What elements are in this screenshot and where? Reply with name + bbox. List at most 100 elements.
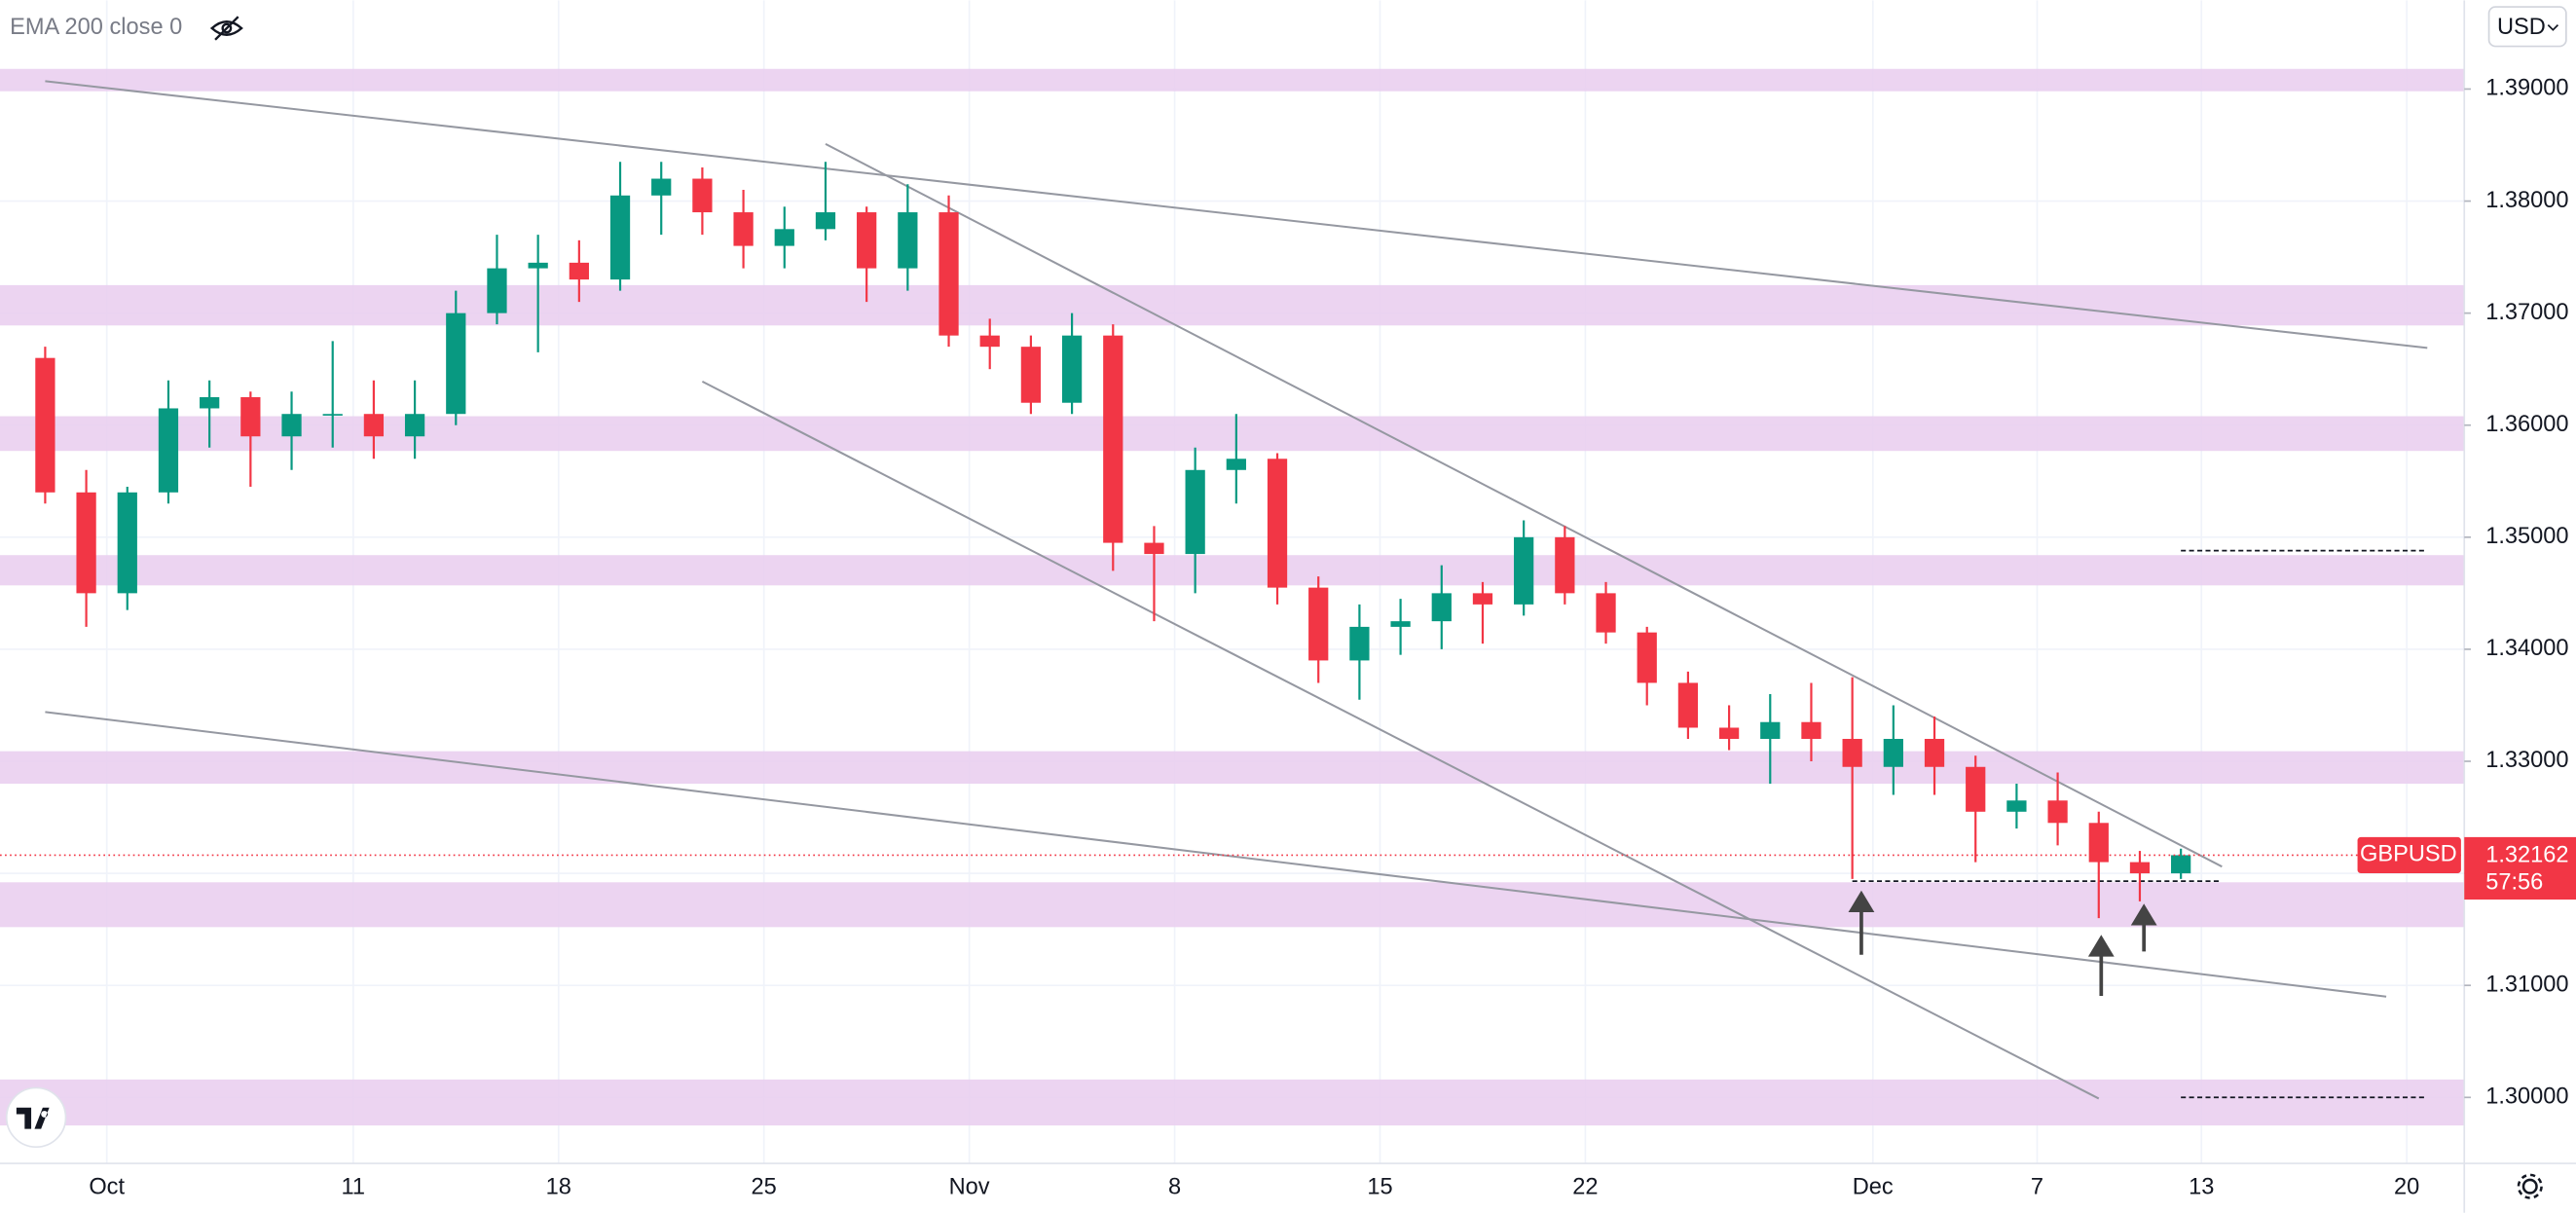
zone bbox=[0, 284, 2465, 326]
candle-body bbox=[240, 396, 261, 437]
price-label: 1.32162 bbox=[2485, 843, 2568, 868]
candle-body bbox=[446, 312, 466, 415]
candle-body bbox=[1308, 587, 1329, 661]
dropdown-caret bbox=[2547, 24, 2559, 31]
candle-body bbox=[1555, 536, 1575, 594]
candle-body bbox=[1103, 335, 1123, 543]
candle-body bbox=[1226, 459, 1246, 470]
candle-body bbox=[1760, 721, 1781, 739]
candle-body bbox=[1966, 766, 1986, 812]
x-tick-label: 13 bbox=[2189, 1175, 2214, 1200]
candle-body bbox=[1718, 727, 1740, 739]
candle-body bbox=[1677, 682, 1699, 728]
candle-body bbox=[1390, 621, 1411, 627]
x-tick-label: 11 bbox=[342, 1175, 366, 1200]
candle-body bbox=[487, 268, 507, 313]
candle-body bbox=[2006, 800, 2027, 812]
indicator-label[interactable]: EMA 200 close 0 bbox=[10, 15, 182, 40]
settings-button[interactable] bbox=[2517, 1173, 2543, 1199]
candle-body bbox=[158, 408, 179, 493]
candles-layer bbox=[35, 162, 2191, 919]
candle-body bbox=[35, 357, 55, 493]
candle-body bbox=[1596, 593, 1616, 633]
y-tick-label: 1.35000 bbox=[2485, 524, 2568, 549]
candle-body bbox=[1349, 626, 1370, 661]
candle-body bbox=[1637, 632, 1657, 683]
candle-body bbox=[1431, 593, 1452, 622]
y-tick-label: 1.31000 bbox=[2485, 972, 2568, 997]
candle-body bbox=[857, 212, 877, 269]
x-tick-label: 18 bbox=[546, 1175, 571, 1200]
x-tick-label: Oct bbox=[89, 1175, 125, 1200]
x-tick-label: 22 bbox=[1572, 1175, 1598, 1200]
zone bbox=[0, 68, 2465, 92]
candle-body bbox=[1924, 738, 1945, 767]
pupil bbox=[221, 22, 233, 34]
price-badge bbox=[2464, 836, 2576, 901]
zone bbox=[0, 555, 2465, 586]
x-tick-label: 20 bbox=[2394, 1175, 2419, 1200]
gear-center bbox=[2521, 1178, 2538, 1195]
candle-body bbox=[938, 212, 959, 336]
candle-body bbox=[200, 396, 220, 409]
candle-body bbox=[363, 414, 385, 437]
candle-body bbox=[2088, 823, 2109, 863]
gear-teeth bbox=[2517, 1173, 2543, 1199]
drawings-layer bbox=[45, 80, 2428, 1100]
logo-button[interactable] bbox=[5, 1086, 67, 1149]
y-tick-label: 1.30000 bbox=[2485, 1084, 2568, 1110]
zone bbox=[0, 882, 2465, 928]
candle-body bbox=[281, 414, 302, 437]
y-tick-label: 1.37000 bbox=[2485, 300, 2568, 325]
candle-body bbox=[117, 492, 137, 594]
candle-body bbox=[898, 212, 918, 269]
candle-body bbox=[2047, 800, 2068, 824]
arrow-head bbox=[2087, 935, 2115, 957]
candle-body bbox=[733, 212, 754, 246]
candle-body bbox=[1267, 459, 1288, 588]
symbol-badge bbox=[2357, 836, 2461, 874]
candle-body bbox=[609, 195, 631, 280]
candle-body bbox=[774, 229, 794, 246]
axis-layer: 1.300001.310001.320001.330001.340001.350… bbox=[89, 76, 2576, 1200]
candle-body bbox=[76, 492, 96, 594]
x-tick-label: 8 bbox=[1168, 1175, 1181, 1200]
candle-body bbox=[2171, 855, 2191, 874]
logo bbox=[16, 1107, 50, 1129]
arrows bbox=[1848, 890, 2157, 996]
candle-body bbox=[979, 335, 1000, 348]
symbol-label: GBPUSD bbox=[2360, 842, 2457, 867]
candle-body bbox=[1020, 347, 1042, 403]
candle-body bbox=[1185, 469, 1205, 555]
candle-body bbox=[1144, 542, 1164, 555]
y-tick-label: 1.36000 bbox=[2485, 412, 2568, 437]
candle-body bbox=[322, 414, 343, 416]
trendline bbox=[701, 380, 2100, 1100]
x-tick-label: Dec bbox=[1853, 1175, 1894, 1200]
arrow-head bbox=[2130, 903, 2157, 926]
trendline bbox=[45, 711, 2387, 998]
hide-icon[interactable] bbox=[209, 16, 243, 41]
candle-body bbox=[651, 178, 672, 196]
candle-body bbox=[692, 178, 713, 213]
countdown-label: 57:56 bbox=[2485, 869, 2543, 895]
candle-body bbox=[404, 414, 425, 437]
candle-body bbox=[1801, 721, 1822, 739]
x-tick-label: 7 bbox=[2031, 1175, 2043, 1200]
zone bbox=[0, 751, 2465, 785]
trendline bbox=[825, 142, 2223, 868]
currency-button[interactable] bbox=[2487, 6, 2567, 48]
x-tick-label: 25 bbox=[752, 1175, 777, 1200]
y-tick-label: 1.34000 bbox=[2485, 636, 2568, 661]
candle-body bbox=[2129, 862, 2151, 874]
x-tick-label: Nov bbox=[949, 1175, 990, 1200]
candle-body bbox=[1472, 593, 1493, 605]
candle-body bbox=[815, 212, 836, 230]
arrow-head bbox=[1848, 890, 1875, 913]
slash bbox=[214, 16, 239, 41]
currency-label[interactable]: USD bbox=[2497, 15, 2546, 40]
trendline bbox=[45, 80, 2428, 349]
